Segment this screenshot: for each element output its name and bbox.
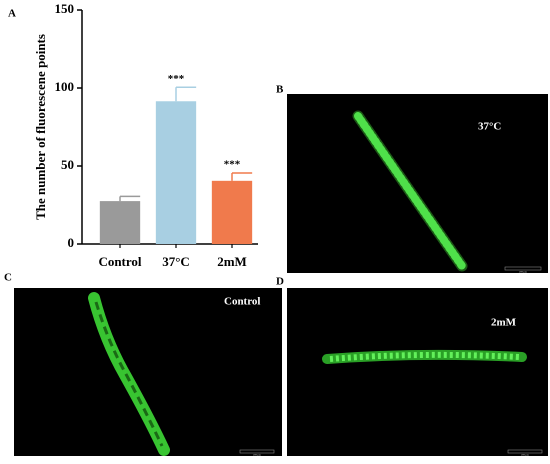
panel-label: B	[276, 84, 284, 96]
significance-label: ***	[224, 159, 241, 171]
bar	[99, 201, 141, 244]
scale-bar-label: 200 μm	[519, 271, 528, 274]
x-tick-label: 37°C	[162, 254, 190, 269]
y-axis-title: The number of fluorescene points	[33, 34, 48, 220]
y-tick-label: 50	[61, 157, 74, 172]
y-tick-label: 150	[55, 1, 75, 16]
panel-label: A	[8, 8, 16, 20]
y-tick-label: 100	[55, 79, 75, 94]
panel-label: D	[276, 276, 284, 288]
y-tick-label: 0	[68, 235, 75, 250]
x-tick-label: Control	[98, 254, 141, 269]
panel-caption: 2mM	[491, 317, 517, 329]
bar	[211, 180, 253, 244]
panel-caption: 37°C	[478, 121, 501, 133]
panel-caption: Control	[224, 296, 260, 308]
micrograph-d	[287, 288, 548, 456]
x-tick-label: 2mM	[217, 254, 247, 269]
scale-bar-label: 200 μm	[253, 454, 262, 457]
micrograph-c	[14, 288, 282, 456]
panel-label: C	[4, 272, 12, 284]
micrograph-b	[287, 94, 548, 273]
significance-label: ***	[168, 73, 185, 85]
bar	[155, 101, 197, 244]
scale-bar-label: 200 μm	[521, 454, 530, 457]
